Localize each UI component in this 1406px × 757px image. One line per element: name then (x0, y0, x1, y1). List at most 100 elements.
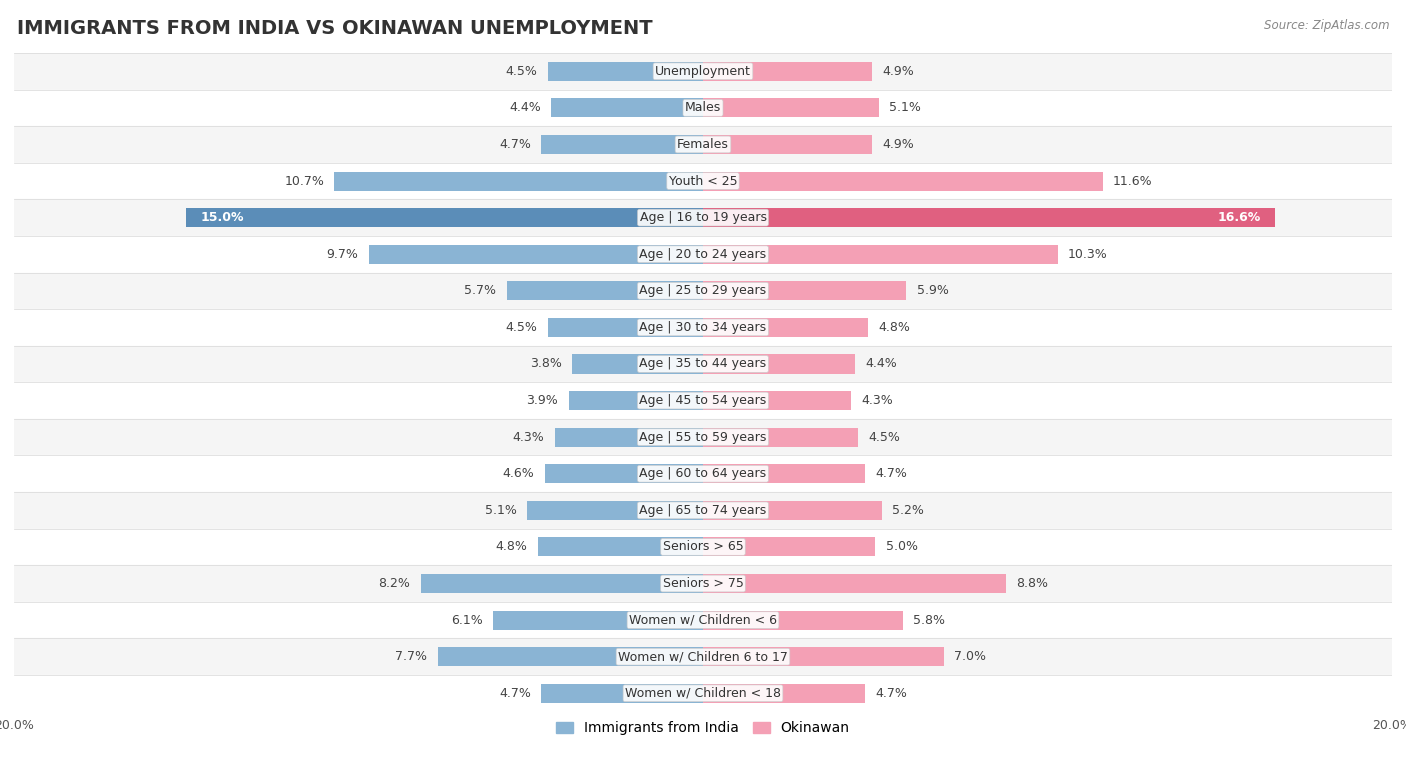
Bar (0, 382, 1406, 419)
Bar (703, 354, 855, 373)
Text: 4.7%: 4.7% (875, 687, 907, 699)
Text: Age | 35 to 44 years: Age | 35 to 44 years (640, 357, 766, 370)
Text: Females: Females (678, 138, 728, 151)
Text: 5.1%: 5.1% (485, 504, 517, 517)
Bar (527, 501, 703, 520)
Bar (703, 318, 869, 337)
Bar (548, 62, 703, 81)
Text: 10.3%: 10.3% (1069, 248, 1108, 260)
Bar (548, 318, 703, 337)
Text: 4.5%: 4.5% (869, 431, 900, 444)
Text: Unemployment: Unemployment (655, 65, 751, 78)
Text: Age | 55 to 59 years: Age | 55 to 59 years (640, 431, 766, 444)
Text: 5.7%: 5.7% (464, 285, 496, 298)
Text: 11.6%: 11.6% (1114, 175, 1153, 188)
Text: 4.8%: 4.8% (879, 321, 911, 334)
Text: Age | 25 to 29 years: Age | 25 to 29 years (640, 285, 766, 298)
Text: Age | 20 to 24 years: Age | 20 to 24 years (640, 248, 766, 260)
Bar (0, 89, 1406, 126)
Text: 4.7%: 4.7% (499, 138, 531, 151)
Bar (0, 675, 1406, 712)
Text: 5.9%: 5.9% (917, 285, 949, 298)
Bar (0, 492, 1406, 528)
Bar (537, 537, 703, 556)
Text: 6.1%: 6.1% (451, 614, 482, 627)
Text: 8.8%: 8.8% (1017, 577, 1049, 590)
Text: 3.8%: 3.8% (530, 357, 562, 370)
Legend: Immigrants from India, Okinawan: Immigrants from India, Okinawan (551, 716, 855, 741)
Text: 4.4%: 4.4% (509, 101, 541, 114)
Text: Seniors > 65: Seniors > 65 (662, 540, 744, 553)
Bar (0, 273, 1406, 309)
Text: Women w/ Children < 18: Women w/ Children < 18 (626, 687, 780, 699)
Text: 4.8%: 4.8% (495, 540, 527, 553)
Bar (703, 684, 865, 702)
Text: 10.7%: 10.7% (284, 175, 323, 188)
Bar (544, 464, 703, 483)
Text: Age | 45 to 54 years: Age | 45 to 54 years (640, 394, 766, 407)
Bar (703, 172, 1102, 191)
Bar (186, 208, 703, 227)
Bar (0, 602, 1406, 638)
Text: Age | 16 to 19 years: Age | 16 to 19 years (640, 211, 766, 224)
Text: Age | 30 to 34 years: Age | 30 to 34 years (640, 321, 766, 334)
Text: 4.7%: 4.7% (499, 687, 531, 699)
Text: 5.0%: 5.0% (886, 540, 918, 553)
Bar (0, 346, 1406, 382)
Text: Youth < 25: Youth < 25 (669, 175, 737, 188)
Bar (703, 501, 882, 520)
Bar (0, 236, 1406, 273)
Text: 7.0%: 7.0% (955, 650, 987, 663)
Text: 16.6%: 16.6% (1218, 211, 1261, 224)
Bar (494, 611, 703, 630)
Bar (0, 309, 1406, 346)
Bar (420, 574, 703, 593)
Bar (703, 135, 872, 154)
Text: 4.9%: 4.9% (882, 65, 914, 78)
Bar (0, 638, 1406, 675)
Text: Seniors > 75: Seniors > 75 (662, 577, 744, 590)
Bar (703, 62, 872, 81)
Text: Source: ZipAtlas.com: Source: ZipAtlas.com (1264, 19, 1389, 32)
Bar (703, 98, 879, 117)
Text: 15.0%: 15.0% (200, 211, 243, 224)
Text: Males: Males (685, 101, 721, 114)
Text: Age | 65 to 74 years: Age | 65 to 74 years (640, 504, 766, 517)
Text: Women w/ Children 6 to 17: Women w/ Children 6 to 17 (619, 650, 787, 663)
Text: 4.7%: 4.7% (875, 467, 907, 480)
Text: 7.7%: 7.7% (395, 650, 427, 663)
Bar (703, 464, 865, 483)
Bar (0, 456, 1406, 492)
Text: 4.6%: 4.6% (502, 467, 534, 480)
Bar (703, 611, 903, 630)
Bar (703, 391, 851, 410)
Text: 5.8%: 5.8% (912, 614, 945, 627)
Bar (0, 199, 1406, 236)
Text: 8.2%: 8.2% (378, 577, 411, 590)
Bar (0, 53, 1406, 89)
Bar (572, 354, 703, 373)
Bar (541, 135, 703, 154)
Text: 4.4%: 4.4% (865, 357, 897, 370)
Bar (703, 208, 1275, 227)
Text: 4.5%: 4.5% (506, 321, 537, 334)
Bar (335, 172, 703, 191)
Bar (555, 428, 703, 447)
Bar (0, 528, 1406, 565)
Bar (568, 391, 703, 410)
Bar (0, 126, 1406, 163)
Bar (703, 574, 1007, 593)
Bar (551, 98, 703, 117)
Bar (506, 282, 703, 301)
Text: 9.7%: 9.7% (326, 248, 359, 260)
Bar (703, 245, 1057, 263)
Text: 5.2%: 5.2% (893, 504, 924, 517)
Bar (0, 419, 1406, 456)
Bar (703, 282, 907, 301)
Bar (703, 647, 945, 666)
Bar (703, 537, 875, 556)
Bar (703, 428, 858, 447)
Text: 4.3%: 4.3% (862, 394, 893, 407)
Text: 5.1%: 5.1% (889, 101, 921, 114)
Text: 4.3%: 4.3% (513, 431, 544, 444)
